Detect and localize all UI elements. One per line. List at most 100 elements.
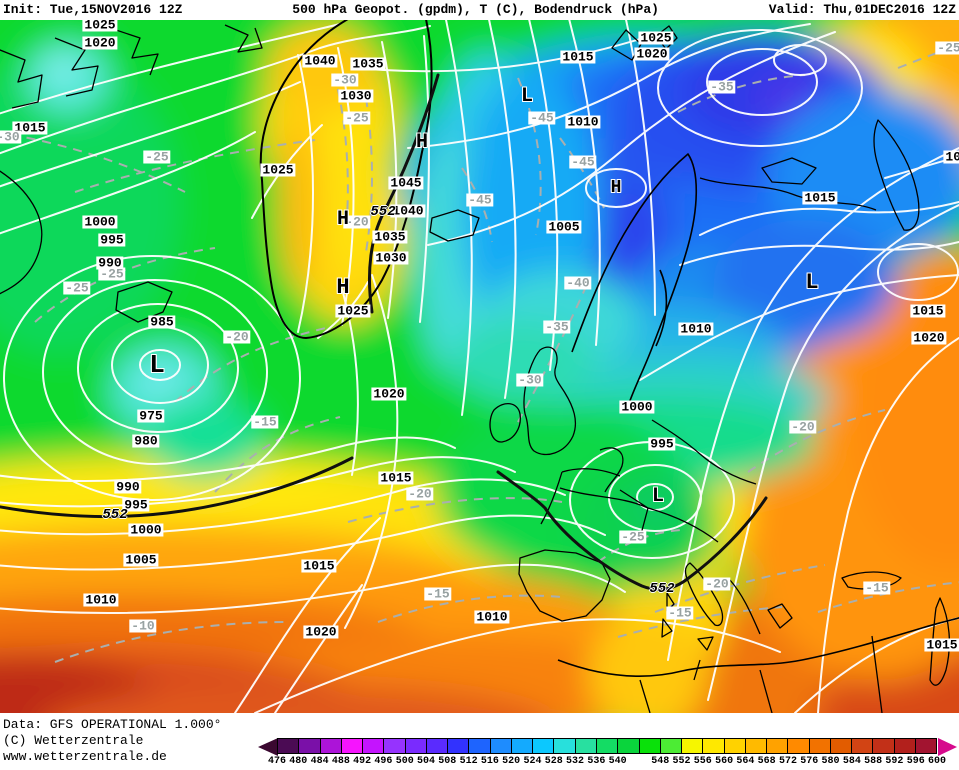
colorbar-segment [554,739,575,753]
pressure-label: 1030 [338,88,374,104]
pressure-label: 1025 [335,303,371,319]
pressure-label: 1005 [546,219,582,235]
colorbar-segment [363,739,384,753]
map-label-layer: 1025 1020 1015 1040 1035 1030 1025 1045 1040 1035… [0,20,959,713]
colorbar-segment [448,739,469,753]
pressure-label: 1020 [634,46,670,62]
thickness-label: 552 [102,507,128,523]
pressure-label: 1015 [924,637,959,653]
pressure-label: 1040 [390,203,426,219]
temperature-label: -30 [516,372,544,388]
pressure-label: 1025 [638,30,674,46]
colorbar-tick-label: 548 [651,756,670,767]
temperature-label: -25 [343,110,371,126]
weather-map: 1025 1020 1015 1040 1035 1030 1025 1045 1040 1035… [0,20,959,713]
temperature-label: -35 [543,319,571,335]
colorbar-segment [511,739,533,753]
colorbar-tick-label: 508 [438,756,457,767]
pressure-label: 1035 [372,229,408,245]
fields-label: 500 hPa Geopot. (gpdm), T (C), Bodendruc… [292,2,659,17]
temperature-label: -10 [129,618,157,634]
colorbar-tick-label: 524 [523,756,542,767]
colorbar-segment [490,739,511,753]
temperature-label: -45 [466,192,494,208]
colorbar-segment [618,739,639,753]
pressure-label: 1020 [371,386,407,402]
colorbar-tick-label: 584 [842,756,861,767]
colorbar-tick-label: 572 [778,756,797,767]
colorbar-tick-label: 564 [736,756,755,767]
pressure-label: 1000 [619,399,655,415]
temperature-label: -25 [63,280,91,296]
pressure-label: 1030 [373,250,409,266]
temperature-label: -45 [569,154,597,170]
pressure-label: 1010 [678,321,714,337]
temperature-label: -15 [251,414,279,430]
thickness-label: 552 [370,204,396,220]
temperature-label: -45 [528,110,556,126]
temperature-label: -20 [789,419,817,435]
pressure-label: 1010 [83,592,119,608]
pressure-label: 1015 [560,49,596,65]
pressure-label: 990 [96,255,124,271]
pressure-label: 1015 [802,190,838,206]
pressure-label: 995 [98,232,126,248]
colorbar-tick-label: 476 [267,756,287,767]
colorbar-segment [682,739,703,753]
colorbar-tick-label: 596 [906,756,925,767]
pressure-label: 1010 [565,114,601,130]
pressure-label: 1025 [82,20,118,33]
pressure-label: 1015 [378,470,414,486]
temperature-label: -20 [223,329,251,345]
colorbar-tick-label: 492 [353,756,372,767]
colorbar-tick-label: 512 [459,756,478,767]
pressure-center-label: H [336,275,350,300]
valid-time-label: Valid: Thu,01DEC2016 12Z [768,2,956,17]
pressure-center-label: H [610,178,622,198]
colorbar-tick-label: 600 [927,756,947,767]
temperature-label: -15 [424,586,452,602]
temperature-label: -35 [708,79,736,95]
pressure-center-label: L [149,350,165,380]
colorbar-segment [703,739,724,753]
pressure-label: 1010 [474,609,510,625]
colorbar-right-arrow-icon [938,738,957,756]
colorbar-segment [426,739,448,753]
colorbar-segment [320,739,341,753]
colorbar-tick-label: 516 [480,756,499,767]
pressure-label: 1020 [82,35,118,51]
temperature-label: -25 [619,529,647,545]
pressure-label: 1015 [910,303,946,319]
init-time-label: Init: Tue,15NOV2016 12Z [3,2,183,17]
temperature-label: -20 [406,486,434,502]
colorbar-tick-label: 552 [672,756,691,767]
website-label: www.wetterzentrale.de [3,749,167,764]
colorbar-tick-label: 560 [715,756,734,767]
coastlines [0,20,959,713]
copyright-label: (C) Wetterzentrale [3,733,144,748]
temperature-label: -20 [343,214,371,230]
pressure-label: 1015 [943,150,959,164]
colorbar-segments [277,738,937,754]
pressure-center-label: L [520,85,534,108]
pressure-label: 1040 [302,53,338,69]
pressure-label: 1035 [350,56,386,72]
colorbar-tick-label: 592 [885,756,904,767]
temperature-label: -30 [331,72,359,88]
colorbar-segment [873,739,894,753]
temperature-label: -15 [863,580,891,596]
geopotential-colorbar: 476 480 484 488 492 496 500 504 508 512 516 520 524 5… [258,738,958,770]
colorbar-tick-label: 528 [544,756,563,767]
colorbar-segment [894,739,915,753]
colorbar-segment [341,739,363,753]
pressure-label: 1005 [123,552,159,568]
temperature-label: -30 [0,130,22,144]
colorbar-segment [575,739,596,753]
pressure-label: 975 [137,408,165,424]
colorbar-segment [724,739,745,753]
colorbar-tick-label: 484 [310,756,329,767]
pressure-label: 1000 [82,214,118,230]
temperature-label: -15 [666,605,694,621]
temperature-label: -25 [935,41,959,55]
